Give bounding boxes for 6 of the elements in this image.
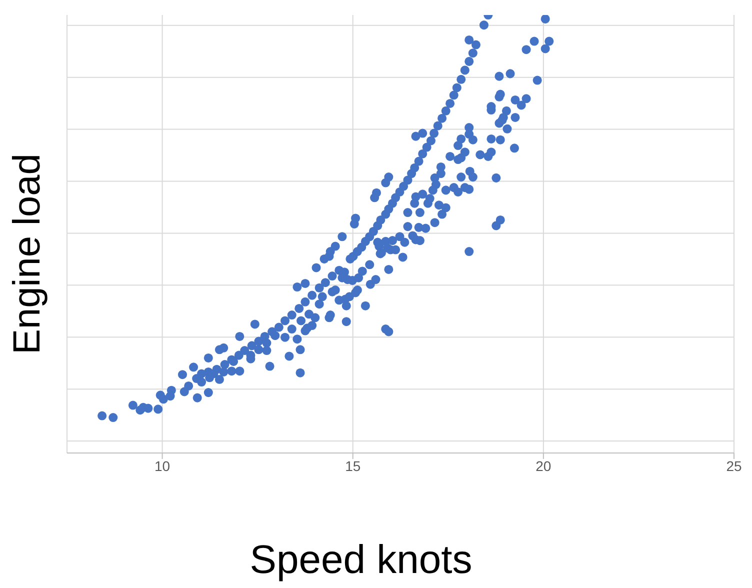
y-axis-title: Engine load bbox=[6, 154, 50, 354]
x-tick-label: 20 bbox=[536, 458, 552, 474]
x-axis-title: Speed knots bbox=[250, 538, 472, 583]
x-tick-label: 10 bbox=[154, 458, 170, 474]
x-tick-label: 25 bbox=[726, 458, 742, 474]
x-tick-label: 15 bbox=[345, 458, 361, 474]
